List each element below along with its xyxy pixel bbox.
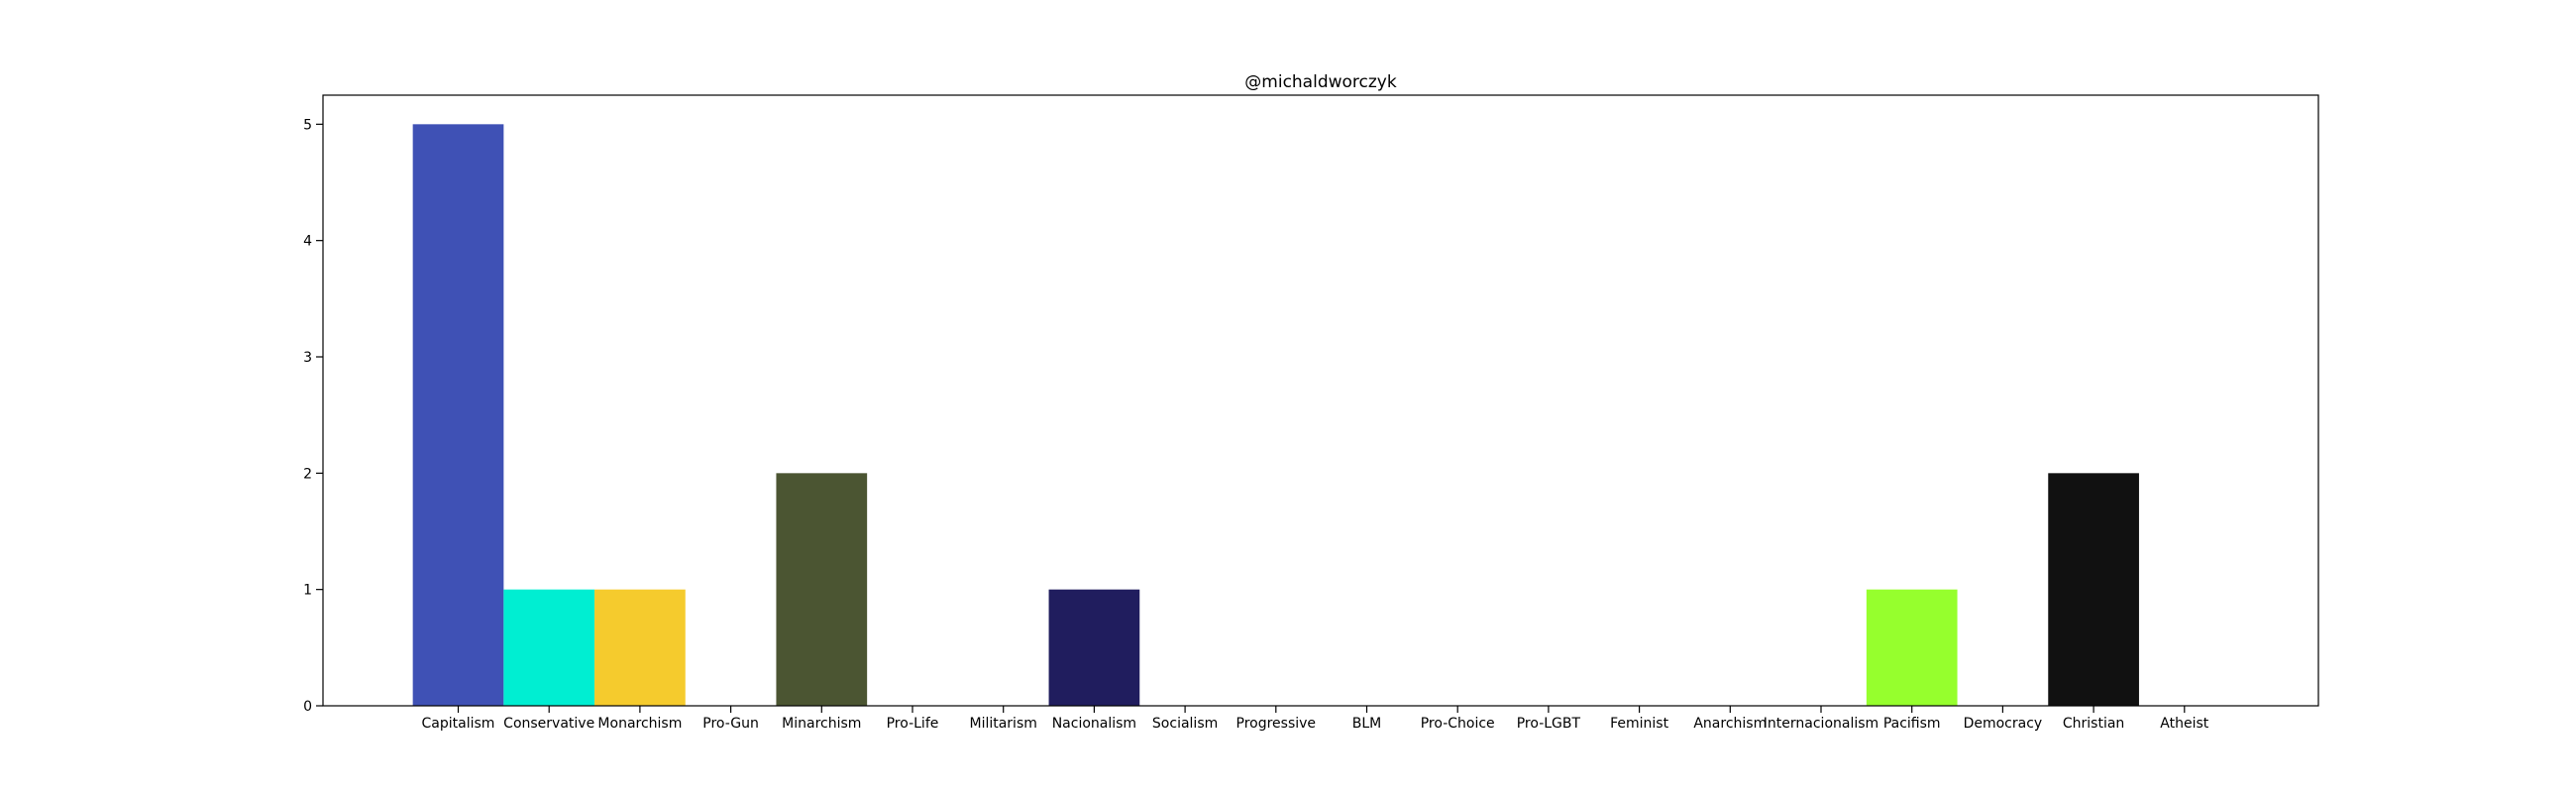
x-tick-label: Anarchism: [1693, 716, 1767, 732]
x-tick-label: Socialism: [1152, 716, 1218, 732]
x-tick-label: BLM: [1352, 716, 1381, 732]
x-tick-label: Pro-Choice: [1421, 716, 1495, 732]
x-tick-label: Internacionalism: [1764, 716, 1878, 732]
x-tick-label: Militarism: [969, 716, 1036, 732]
bar-nacionalism: [1048, 589, 1140, 706]
bar-monarchism: [594, 589, 686, 706]
bar-pacifism: [1866, 589, 1958, 706]
x-tick-label: Pro-LGBT: [1517, 716, 1581, 732]
x-tick-label: Feminist: [1610, 716, 1668, 732]
bar-minarchism: [776, 473, 868, 706]
x-tick-label: Monarchism: [597, 716, 682, 732]
bar-conservative: [503, 589, 595, 706]
y-tick-label: 1: [303, 583, 312, 599]
x-tick-label: Minarchism: [782, 716, 861, 732]
x-tick-label: Conservative: [503, 716, 594, 732]
y-tick-label: 4: [303, 234, 312, 250]
x-tick-label: Progressive: [1236, 716, 1317, 732]
y-tick-label: 5: [303, 117, 312, 133]
x-axis: Capitalism Conservative Monarchism Pro-Gun M…: [422, 706, 2209, 732]
x-tick-label: Capitalism: [422, 716, 495, 732]
y-tick-label: 3: [303, 350, 312, 366]
y-tick-label: 0: [303, 699, 312, 715]
x-tick-label: Pro-Life: [887, 716, 939, 732]
bars-layer: [412, 124, 2139, 706]
x-tick-label: Nacionalism: [1052, 716, 1136, 732]
plot-frame: [322, 94, 2319, 707]
y-tick-label: 2: [303, 466, 312, 482]
x-tick-label: Pro-Gun: [702, 716, 759, 732]
y-axis: 0 1 2 3 4 5: [303, 117, 323, 715]
x-tick-label: Pacifism: [1883, 716, 1941, 732]
x-tick-label: Atheist: [2160, 716, 2208, 732]
x-tick-label: Democracy: [1964, 716, 2043, 732]
bar-capitalism: [412, 124, 504, 706]
chart-title: @michaldworczyk: [1244, 72, 1397, 92]
bar-christian: [2048, 473, 2139, 706]
x-tick-label: Christian: [2063, 716, 2124, 732]
